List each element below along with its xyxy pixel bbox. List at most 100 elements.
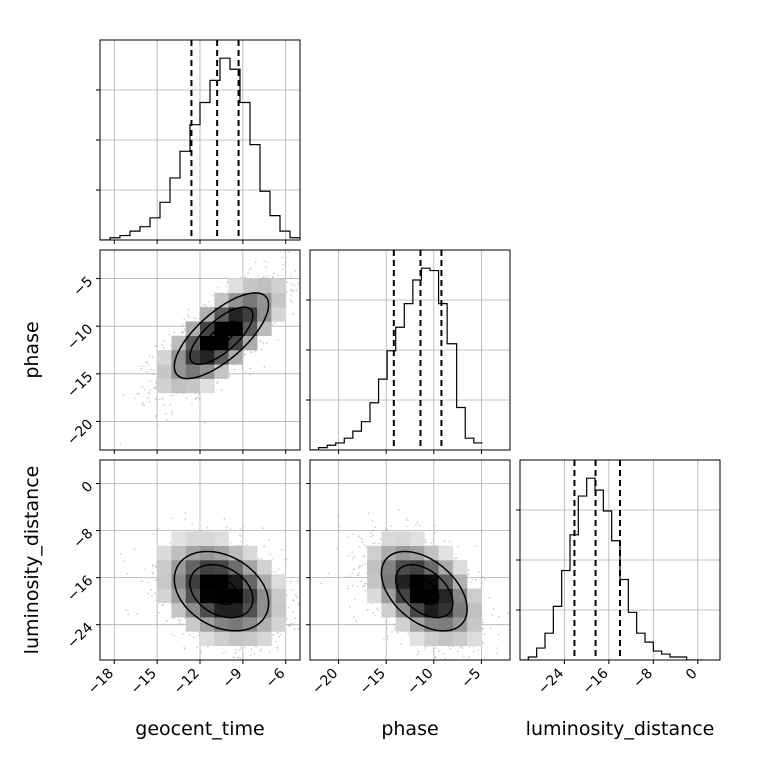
density-cell <box>410 631 425 647</box>
x-axis-label-geocent_time: geocent_time <box>135 718 264 740</box>
scatter-point <box>386 528 389 531</box>
density-cell <box>395 531 411 547</box>
scatter-point <box>472 650 475 653</box>
scatter-point <box>311 615 313 617</box>
scatter-point <box>140 367 143 370</box>
x-tick-label: −9 <box>220 666 246 692</box>
scatter-point <box>151 572 154 574</box>
scatter-point <box>171 410 173 413</box>
scatter-point <box>142 402 145 405</box>
scatter-point <box>293 284 295 286</box>
panel-joint-geocent_time-luminosity_distance: −18 −15 −12 −9 −6 −24 −16 −8 0 <box>64 459 313 698</box>
scatter-point <box>483 633 486 636</box>
scatter-point <box>444 657 447 660</box>
scatter-point <box>358 571 360 574</box>
scatter-point <box>353 598 356 601</box>
scatter-point <box>177 623 180 626</box>
density-cell <box>424 631 439 647</box>
contour-line <box>204 577 238 606</box>
scatter-point <box>263 260 266 263</box>
scatter-point <box>454 557 456 560</box>
scatter-point <box>311 584 313 586</box>
scatter-point <box>291 288 293 291</box>
scatter-point <box>216 382 219 385</box>
scatter-point <box>443 540 446 543</box>
scatter-point <box>143 404 146 407</box>
scatter-point <box>123 560 126 563</box>
scatter-point <box>385 527 388 529</box>
density-cell <box>381 531 397 547</box>
scatter-point <box>468 573 470 576</box>
density-cell <box>438 617 454 632</box>
scatter-point <box>481 627 484 630</box>
scatter-point <box>290 293 292 296</box>
scatter-point <box>249 351 252 353</box>
scatter-point <box>347 554 350 557</box>
scatter-point <box>461 647 464 649</box>
scatter-point <box>220 389 223 391</box>
scatter-point <box>312 279 314 281</box>
scatter-point <box>274 570 277 573</box>
scatter-point <box>191 404 193 406</box>
scatter-point <box>122 394 125 397</box>
scatter-point <box>165 619 168 622</box>
scatter-point <box>163 347 165 349</box>
scatter-point <box>370 532 373 535</box>
scatter-point <box>216 287 219 289</box>
scatter-point <box>245 371 248 374</box>
scatter-point <box>287 624 290 627</box>
density-cell <box>228 588 244 604</box>
density-cell <box>214 588 229 604</box>
scatter-point <box>393 623 396 626</box>
histogram-step <box>100 57 300 240</box>
scatter-point <box>448 540 451 543</box>
scatter-point <box>320 582 322 584</box>
scatter-point <box>182 632 185 635</box>
scatter-point <box>150 368 153 371</box>
density-cell <box>185 617 201 632</box>
scatter-point <box>184 518 187 521</box>
density-cell <box>171 560 187 575</box>
scatter-point <box>240 534 243 537</box>
scatter-point <box>155 381 158 384</box>
scatter-point <box>364 563 367 565</box>
scatter-point <box>351 533 354 535</box>
scatter-point <box>292 611 294 614</box>
density-cell <box>171 531 187 547</box>
scatter-point <box>288 251 291 253</box>
density-cell <box>171 574 187 589</box>
scatter-point <box>449 647 452 650</box>
scatter-point <box>145 361 148 364</box>
scatter-point <box>265 266 267 268</box>
scatter-point <box>293 628 296 630</box>
axes-frame <box>519 459 721 661</box>
scatter-point <box>351 551 354 554</box>
scatter-point <box>351 572 354 575</box>
density-cell <box>228 602 244 618</box>
scatter-point <box>297 580 299 583</box>
scatter-point <box>481 576 484 578</box>
x-tick-label: −16 <box>580 665 612 697</box>
scatter-point <box>391 630 393 633</box>
scatter-point <box>352 557 354 560</box>
density-cell <box>452 631 468 647</box>
scatter-point <box>239 657 242 659</box>
contour-line <box>173 292 270 380</box>
density-cell <box>242 588 258 604</box>
scatter-point <box>277 339 280 342</box>
scatter-point <box>143 388 146 391</box>
scatter-point <box>265 276 267 279</box>
scatter-point <box>181 332 184 334</box>
y-tick-label: −24 <box>64 620 96 652</box>
scatter-point <box>471 578 473 580</box>
scatter-point <box>286 617 289 619</box>
scatter-point <box>301 611 303 613</box>
density-cell <box>452 574 468 589</box>
scatter-point <box>155 415 157 417</box>
scatter-point <box>338 525 341 528</box>
density-cell <box>395 545 411 561</box>
scatter-point <box>238 534 241 537</box>
scatter-point <box>424 539 427 541</box>
scatter-point <box>171 413 174 415</box>
